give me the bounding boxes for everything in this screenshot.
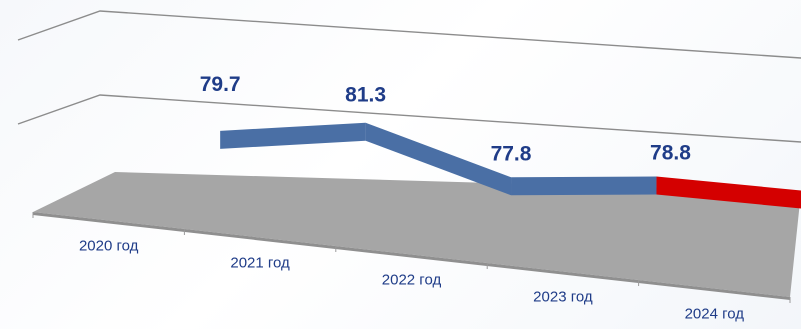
data-label: 78.8	[650, 142, 691, 165]
x-tick-label: 2020 год	[79, 238, 139, 255]
data-labels: 79.781.377.878.878.6	[200, 73, 692, 165]
x-tick-label: 2023 год	[533, 289, 593, 306]
series-segment	[220, 122, 366, 149]
floor-edge	[33, 212, 790, 300]
x-tick-label: 2021 год	[230, 255, 290, 272]
series-ribbon	[220, 122, 801, 209]
gridline-2	[17, 94, 801, 143]
floor-plane	[33, 172, 801, 297]
series-segment	[511, 176, 657, 196]
chart-floor	[33, 172, 801, 300]
x-axis: 2020 год 2021 год 2022 год 2023 год 2024 год	[32, 212, 791, 323]
series-segment-highlight	[656, 176, 801, 209]
chart-grid	[17, 10, 801, 143]
x-tick-label: 2022 год	[382, 272, 442, 289]
x-tick-label: 2024 год	[685, 306, 745, 323]
data-label: 79.7	[200, 73, 241, 96]
gridline-1	[17, 10, 801, 59]
data-label: 81.3	[345, 84, 386, 107]
series-segment	[365, 122, 512, 196]
data-label: 77.8	[491, 142, 532, 165]
